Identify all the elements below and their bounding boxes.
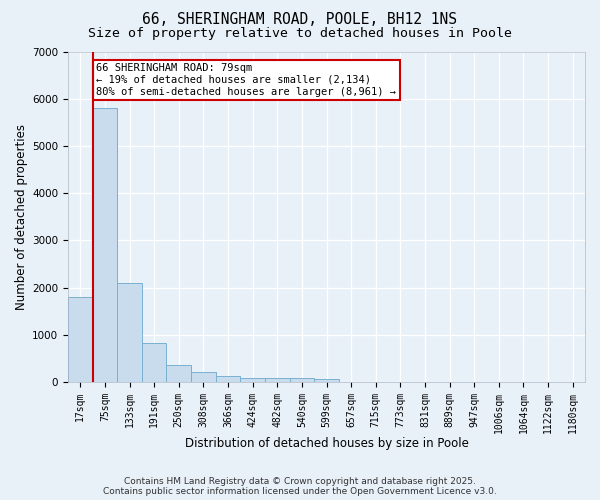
Bar [191,372,216,382]
Bar [265,378,290,382]
Bar [142,344,166,382]
X-axis label: Distribution of detached houses by size in Poole: Distribution of detached houses by size … [185,437,469,450]
Text: Contains public sector information licensed under the Open Government Licence v3: Contains public sector information licen… [103,487,497,496]
Text: Size of property relative to detached houses in Poole: Size of property relative to detached ho… [88,28,512,40]
Bar [166,366,191,382]
Y-axis label: Number of detached properties: Number of detached properties [15,124,28,310]
Bar [290,378,314,382]
Bar [117,283,142,382]
Text: Contains HM Land Registry data © Crown copyright and database right 2025.: Contains HM Land Registry data © Crown c… [124,477,476,486]
Bar [216,376,241,382]
Bar [68,297,92,382]
Bar [241,378,265,382]
Bar [314,379,339,382]
Text: 66 SHERINGHAM ROAD: 79sqm
← 19% of detached houses are smaller (2,134)
80% of se: 66 SHERINGHAM ROAD: 79sqm ← 19% of detac… [97,64,397,96]
Text: 66, SHERINGHAM ROAD, POOLE, BH12 1NS: 66, SHERINGHAM ROAD, POOLE, BH12 1NS [143,12,458,28]
Bar [92,108,117,382]
